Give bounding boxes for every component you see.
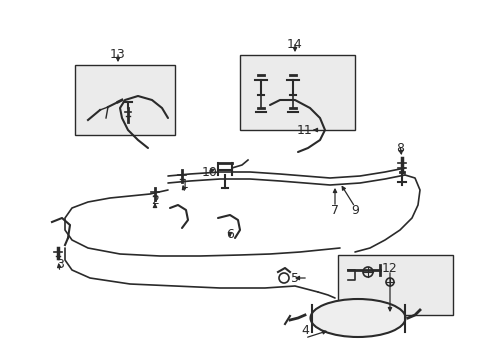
Text: 11: 11 bbox=[297, 123, 312, 136]
Text: 4: 4 bbox=[301, 324, 308, 337]
Text: 13: 13 bbox=[110, 49, 125, 62]
Text: 6: 6 bbox=[225, 229, 233, 242]
Bar bbox=[75, 65, 175, 135]
Text: 14: 14 bbox=[286, 39, 302, 51]
Text: 9: 9 bbox=[350, 203, 358, 216]
Text: 12: 12 bbox=[381, 261, 397, 274]
Text: 7: 7 bbox=[330, 203, 338, 216]
Bar bbox=[240, 55, 354, 130]
Text: 10: 10 bbox=[202, 166, 218, 179]
Text: 1: 1 bbox=[181, 179, 188, 192]
Text: 2: 2 bbox=[151, 194, 159, 207]
Text: 5: 5 bbox=[290, 271, 298, 284]
Text: 8: 8 bbox=[395, 141, 403, 154]
Bar bbox=[337, 255, 452, 315]
Ellipse shape bbox=[310, 299, 405, 337]
Text: 3: 3 bbox=[56, 258, 64, 271]
